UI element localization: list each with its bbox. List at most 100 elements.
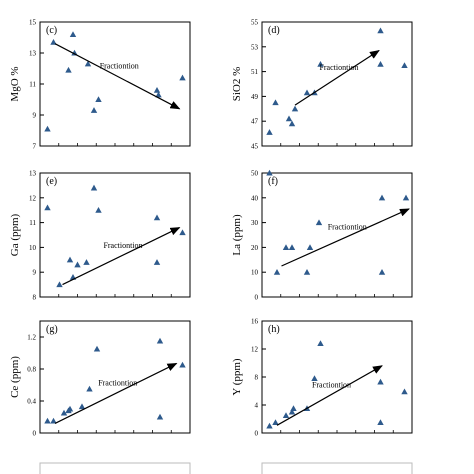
y-tick-label: 11	[29, 219, 36, 227]
y-tick-label: 30	[251, 219, 259, 227]
data-point	[95, 96, 102, 103]
data-point	[311, 375, 318, 381]
data-point	[153, 259, 161, 265]
y-tick-label: 53	[251, 43, 259, 51]
data-point	[402, 194, 410, 201]
data-point	[156, 413, 164, 420]
trend-arrow	[54, 362, 178, 424]
cropped-panel-frame	[39, 462, 191, 474]
data-point	[179, 74, 186, 81]
data-point	[179, 361, 186, 368]
y-axis-label: MgO %	[9, 66, 21, 101]
data-point	[156, 337, 164, 344]
data-point	[306, 244, 314, 250]
data-point	[282, 412, 290, 419]
data-point	[288, 408, 296, 415]
y-tick-label: 13	[29, 170, 37, 178]
data-point	[50, 417, 57, 424]
y-tick-label: 0.4	[27, 398, 36, 406]
y-tick-label: 0.8	[27, 366, 36, 374]
arrow-label: Fractiontion	[312, 381, 351, 390]
data-point	[317, 60, 324, 67]
y-tick-label: 0	[33, 430, 37, 438]
arrow-label: Fractiontion	[328, 222, 367, 231]
data-point	[44, 204, 51, 211]
data-point	[266, 169, 273, 176]
y-tick-label: 20	[251, 244, 259, 252]
data-point	[65, 66, 72, 73]
y-tick-label: 4	[255, 402, 259, 410]
arrow-label: Fractiontion	[319, 63, 358, 72]
data-point	[86, 385, 93, 392]
y-axis-label: Ga (ppm)	[9, 213, 21, 256]
data-point	[83, 259, 90, 265]
chart-panel: 45 47 49 51 53 55 (d) SiO2 % Fractiontion	[231, 19, 413, 151]
data-point	[288, 120, 296, 127]
data-point	[401, 388, 408, 395]
trend-arrow	[54, 43, 181, 110]
trend-arrow	[62, 227, 181, 286]
data-point	[272, 99, 279, 106]
y-tick-label: 9	[33, 269, 37, 277]
y-tick-label: 50	[251, 170, 259, 178]
chart-panel: 0 0.4 0.8 1.2 (g) Ce (ppm) Fractiontion	[9, 320, 191, 438]
trend-arrow	[281, 208, 410, 267]
data-point	[44, 417, 51, 424]
data-point	[60, 409, 68, 416]
plot-frame	[261, 21, 413, 147]
data-point	[377, 27, 384, 34]
data-point	[179, 229, 186, 236]
data-point	[153, 214, 161, 221]
data-point	[377, 60, 384, 67]
data-point	[401, 62, 408, 68]
y-tick-label: 9	[33, 112, 37, 120]
data-point	[378, 269, 386, 275]
data-point	[93, 345, 101, 352]
y-tick-label: 40	[251, 194, 259, 202]
y-tick-label: 49	[251, 93, 259, 101]
chart-panel: 0 10 20 30 40 50 (f) La (ppm) Fractiontion	[231, 169, 413, 302]
panel-label: (d)	[268, 25, 280, 36]
data-point	[153, 87, 161, 93]
data-point	[377, 378, 384, 385]
y-tick-label: 1.2	[27, 334, 36, 342]
panel-label: (h)	[268, 324, 280, 335]
trend-arrow	[294, 49, 380, 106]
y-tick-label: 11	[29, 81, 36, 89]
y-tick-label: 13	[29, 50, 37, 58]
data-point	[378, 194, 386, 201]
data-point	[272, 419, 279, 426]
data-point	[66, 405, 74, 412]
arrow-label: Fractiontion	[98, 378, 137, 387]
data-point	[78, 403, 86, 410]
chart-panel: 7 9 11 13 15 (c) MgO % Fractiontion	[9, 19, 191, 151]
data-point	[90, 184, 98, 191]
panel-label: (c)	[46, 25, 57, 36]
data-point	[273, 269, 281, 275]
y-tick-label: 45	[251, 143, 259, 151]
panel-label: (f)	[268, 176, 278, 187]
data-point	[69, 31, 77, 37]
y-tick-label: 12	[29, 194, 37, 202]
data-point	[303, 89, 311, 96]
y-tick-label: 0	[255, 294, 259, 302]
data-point	[303, 269, 311, 275]
y-axis-label: La (ppm)	[231, 214, 243, 256]
y-tick-label: 55	[251, 19, 259, 27]
y-axis-label: Y (ppm)	[231, 358, 243, 396]
y-tick-label: 51	[251, 68, 259, 76]
data-point	[315, 219, 323, 226]
y-tick-label: 12	[251, 346, 259, 354]
data-point	[288, 244, 296, 250]
trend-arrow	[276, 365, 383, 426]
y-axis-label: SiO2 %	[231, 67, 243, 102]
y-tick-label: 7	[33, 143, 37, 151]
data-point	[90, 107, 98, 113]
data-point	[266, 129, 273, 135]
y-tick-label: 10	[251, 269, 259, 277]
plot-frame	[39, 320, 191, 434]
plot-frame	[39, 21, 191, 147]
cropped-panel-frame	[261, 462, 413, 474]
y-tick-label: 15	[29, 19, 37, 27]
plot-frame	[39, 172, 191, 298]
